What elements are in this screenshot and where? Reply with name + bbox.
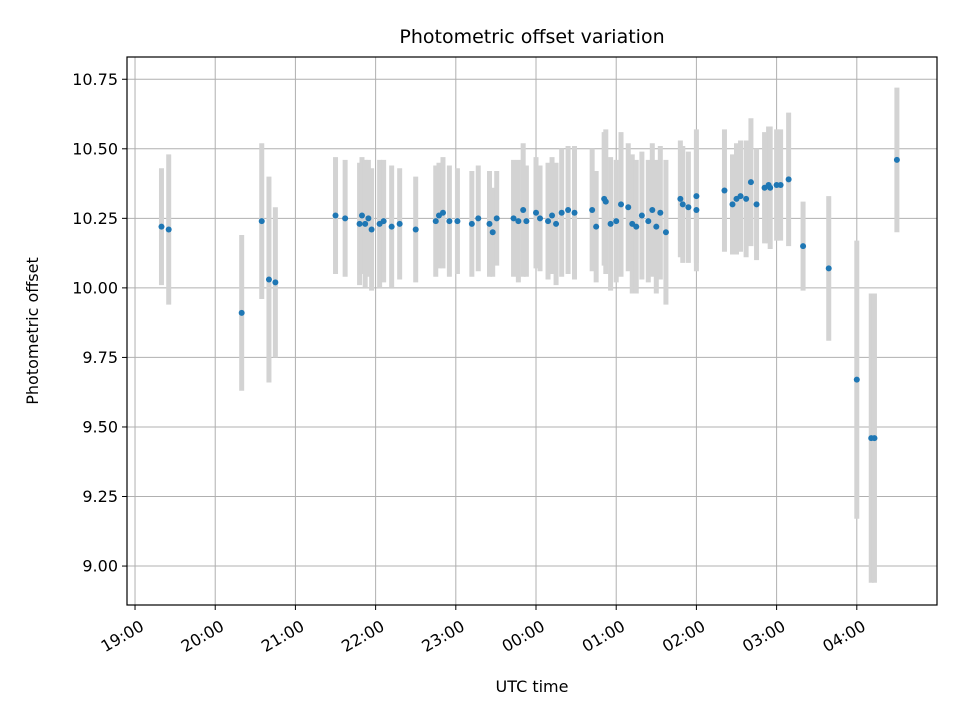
data-point bbox=[549, 212, 556, 219]
data-point bbox=[520, 206, 527, 213]
data-point bbox=[653, 223, 660, 230]
data-point bbox=[523, 218, 530, 225]
data-point bbox=[158, 223, 165, 230]
data-point bbox=[777, 181, 784, 188]
y-tick-label: 10.25 bbox=[72, 209, 118, 228]
data-point bbox=[396, 220, 403, 227]
y-axis-label: Photometric offset bbox=[23, 257, 42, 405]
data-point bbox=[589, 206, 596, 213]
data-point bbox=[753, 201, 760, 208]
data-point bbox=[537, 215, 544, 222]
data-point bbox=[553, 220, 560, 227]
data-point bbox=[493, 215, 500, 222]
data-point bbox=[767, 184, 774, 191]
data-point bbox=[685, 204, 692, 211]
data-point bbox=[571, 209, 578, 216]
data-point bbox=[633, 223, 640, 230]
data-point bbox=[489, 229, 496, 236]
data-point bbox=[545, 218, 552, 225]
data-point bbox=[265, 276, 272, 283]
data-point bbox=[272, 279, 279, 286]
data-point bbox=[358, 212, 365, 219]
data-point bbox=[785, 176, 792, 183]
data-points bbox=[158, 156, 900, 442]
data-point bbox=[446, 218, 453, 225]
data-point bbox=[657, 209, 664, 216]
data-point bbox=[533, 209, 540, 216]
data-point bbox=[613, 218, 620, 225]
data-point bbox=[432, 218, 439, 225]
data-point bbox=[679, 201, 686, 208]
data-point bbox=[362, 220, 369, 227]
data-point bbox=[468, 220, 475, 227]
plot-frame bbox=[126, 56, 938, 606]
data-point bbox=[486, 220, 493, 227]
y-tick-label: 10.50 bbox=[72, 139, 118, 158]
data-point bbox=[638, 212, 645, 219]
data-point bbox=[871, 435, 878, 442]
data-point bbox=[593, 223, 600, 230]
data-point bbox=[800, 243, 807, 250]
data-point bbox=[737, 193, 744, 200]
y-tick-label: 9.00 bbox=[82, 557, 118, 576]
data-point bbox=[412, 226, 419, 233]
data-point bbox=[365, 215, 372, 222]
data-point bbox=[677, 195, 684, 202]
data-point bbox=[649, 206, 656, 213]
data-point bbox=[368, 226, 375, 233]
data-point bbox=[602, 198, 609, 205]
data-point bbox=[238, 309, 245, 316]
data-point bbox=[165, 226, 172, 233]
data-point bbox=[721, 187, 728, 194]
data-point bbox=[729, 201, 736, 208]
data-point bbox=[515, 218, 522, 225]
data-point bbox=[388, 223, 395, 230]
data-point bbox=[693, 193, 700, 200]
y-tick-label: 9.50 bbox=[82, 417, 118, 436]
data-point bbox=[825, 265, 832, 272]
data-point bbox=[747, 179, 754, 186]
chart-title: Photometric offset variation bbox=[399, 26, 664, 48]
data-point bbox=[662, 229, 669, 236]
data-point bbox=[258, 218, 265, 225]
data-point bbox=[693, 206, 700, 213]
data-point bbox=[332, 212, 339, 219]
grid bbox=[127, 57, 937, 605]
data-point bbox=[356, 220, 363, 227]
data-point bbox=[565, 206, 572, 213]
data-point bbox=[618, 201, 625, 208]
data-point bbox=[510, 215, 517, 222]
data-point bbox=[439, 209, 446, 216]
y-axis-ticks: 9.00 9.25 9.50 9.75 10.00 10.25 10.50 10.75 bbox=[72, 70, 127, 576]
data-point bbox=[743, 195, 750, 202]
y-tick-label: 10.75 bbox=[72, 70, 118, 89]
data-point bbox=[380, 218, 387, 225]
data-point bbox=[454, 218, 461, 225]
data-point bbox=[342, 215, 349, 222]
data-point bbox=[607, 220, 614, 227]
y-tick-label: 9.75 bbox=[82, 348, 118, 367]
data-point bbox=[853, 376, 860, 383]
y-tick-label: 9.25 bbox=[82, 487, 118, 506]
data-point bbox=[625, 204, 632, 211]
data-point bbox=[558, 209, 565, 216]
y-tick-label: 10.00 bbox=[72, 278, 118, 297]
x-axis-label: UTC time bbox=[496, 677, 569, 696]
data-point bbox=[645, 218, 652, 225]
data-point bbox=[475, 215, 482, 222]
data-point bbox=[893, 156, 900, 163]
